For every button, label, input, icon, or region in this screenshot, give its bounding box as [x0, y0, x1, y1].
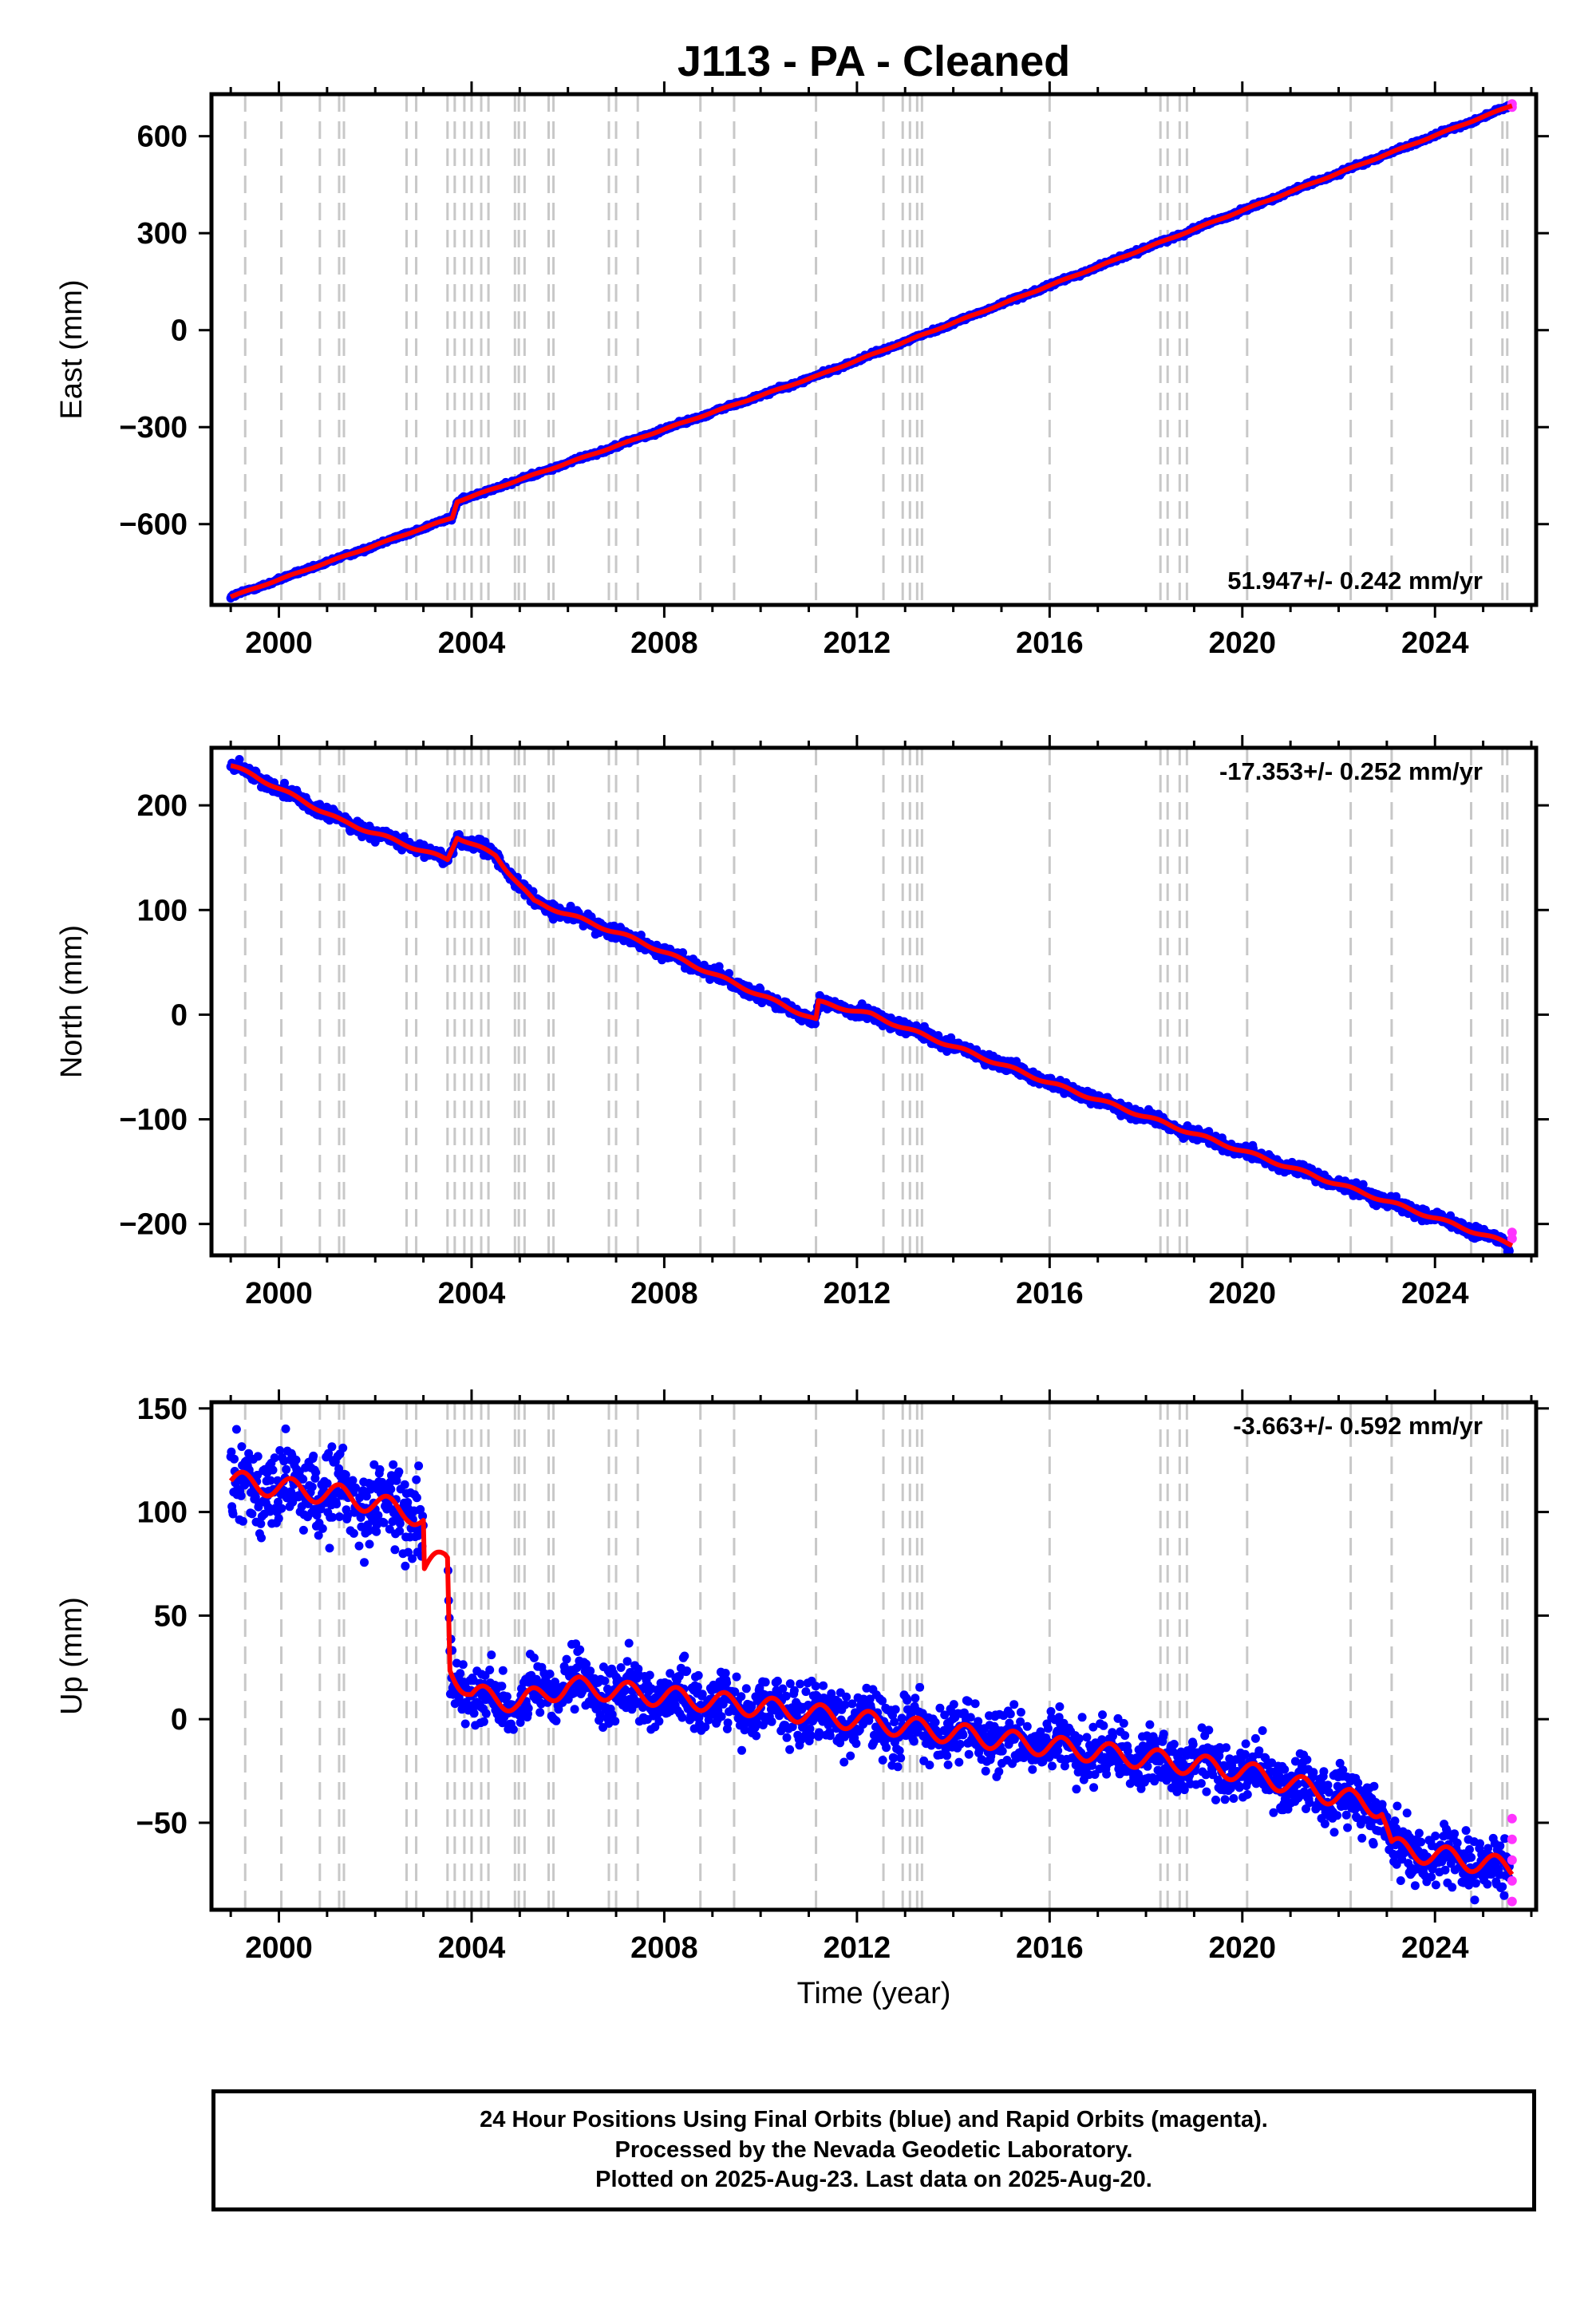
y-tick-label: 100: [137, 894, 188, 927]
y-tick-label: 600: [137, 121, 188, 154]
data-point: [230, 1454, 239, 1464]
event-lines: [243, 1402, 1509, 1910]
x-tick-label: 2004: [438, 1277, 506, 1310]
event-lines: [243, 94, 1509, 605]
data-point: [360, 1558, 369, 1567]
data-point: [298, 1525, 308, 1535]
data-point: [332, 1500, 342, 1509]
data-point: [354, 1541, 364, 1551]
rate-label: 51.947+/- 0.242 mm/yr: [1227, 567, 1483, 595]
data-point: [238, 1516, 247, 1526]
y-tick-label: −200: [119, 1208, 188, 1242]
data-point: [327, 1442, 337, 1452]
data-point: [282, 1464, 291, 1474]
data-point: [270, 1453, 279, 1463]
x-tick-label: 2020: [1209, 1277, 1277, 1310]
panel-east: 2000 2004 2008 2012 2016 2020 2024 −600 −300 0 300…: [55, 81, 1549, 660]
x-tick-label: 2012: [824, 1277, 891, 1310]
data-point: [274, 1514, 283, 1524]
y-tick-label: 200: [137, 789, 188, 823]
data-point: [338, 1443, 348, 1452]
y-tick-label: −300: [119, 411, 188, 445]
x-tick-label: 2016: [1016, 626, 1084, 660]
x-tick-label: 2004: [438, 626, 506, 660]
data-point: [281, 1424, 290, 1433]
y-axis-label: North (mm): [55, 925, 89, 1078]
y-tick-label: −100: [119, 1104, 188, 1137]
y-tick-label: 0: [171, 314, 188, 348]
x-tick-label: 2000: [245, 626, 313, 660]
data-point: [375, 1464, 385, 1474]
data-point: [291, 1455, 301, 1464]
data-point: [311, 1468, 321, 1477]
data-point: [349, 1528, 358, 1538]
data-point: [247, 1509, 257, 1519]
panel-north: 2000 2004 2008 2012 2016 2020 2024 −200 −100 0 100…: [55, 735, 1549, 1310]
data-point: [253, 1452, 263, 1461]
data-point: [256, 1519, 266, 1528]
y-tick-label: −600: [119, 508, 188, 542]
data-point: [235, 755, 244, 764]
data-point: [277, 1504, 286, 1513]
data-point: [231, 1425, 241, 1434]
x-tick-label: 2024: [1401, 1277, 1469, 1310]
chart-title: J113 - PA - Cleaned: [678, 38, 1070, 85]
x-tick-label: 2024: [1401, 626, 1469, 660]
final-orbit-points: [226, 1424, 1514, 1905]
data-point: [307, 1482, 317, 1492]
data-point: [318, 1524, 327, 1533]
data-point: [268, 1465, 278, 1475]
x-tick-label: 2000: [245, 1277, 313, 1310]
data-point: [257, 1533, 266, 1543]
y-axis-label: East (mm): [55, 279, 89, 419]
x-tick-label: 2020: [1209, 626, 1277, 660]
x-tick-label: 2008: [630, 626, 698, 660]
data-point: [365, 1539, 374, 1549]
x-tick-label: 2016: [1016, 1277, 1084, 1310]
rate-label: -17.353+/- 0.252 mm/yr: [1219, 757, 1483, 785]
rapid-orbit-points: [1507, 1227, 1517, 1243]
data-point: [325, 1543, 334, 1553]
panel-up: 2000 2004 2008 2012 2016 2020 2024−50050100150…: [55, 1389, 1549, 2010]
data-point: [237, 1442, 247, 1452]
data-point: [309, 1451, 318, 1460]
x-tick-label: 2012: [824, 626, 891, 660]
y-tick-label: 0: [171, 998, 188, 1032]
y-tick-label: 300: [137, 217, 188, 251]
data-point: [236, 1491, 246, 1500]
x-tick-label: 2008: [630, 1277, 698, 1310]
data-point: [334, 1512, 344, 1521]
